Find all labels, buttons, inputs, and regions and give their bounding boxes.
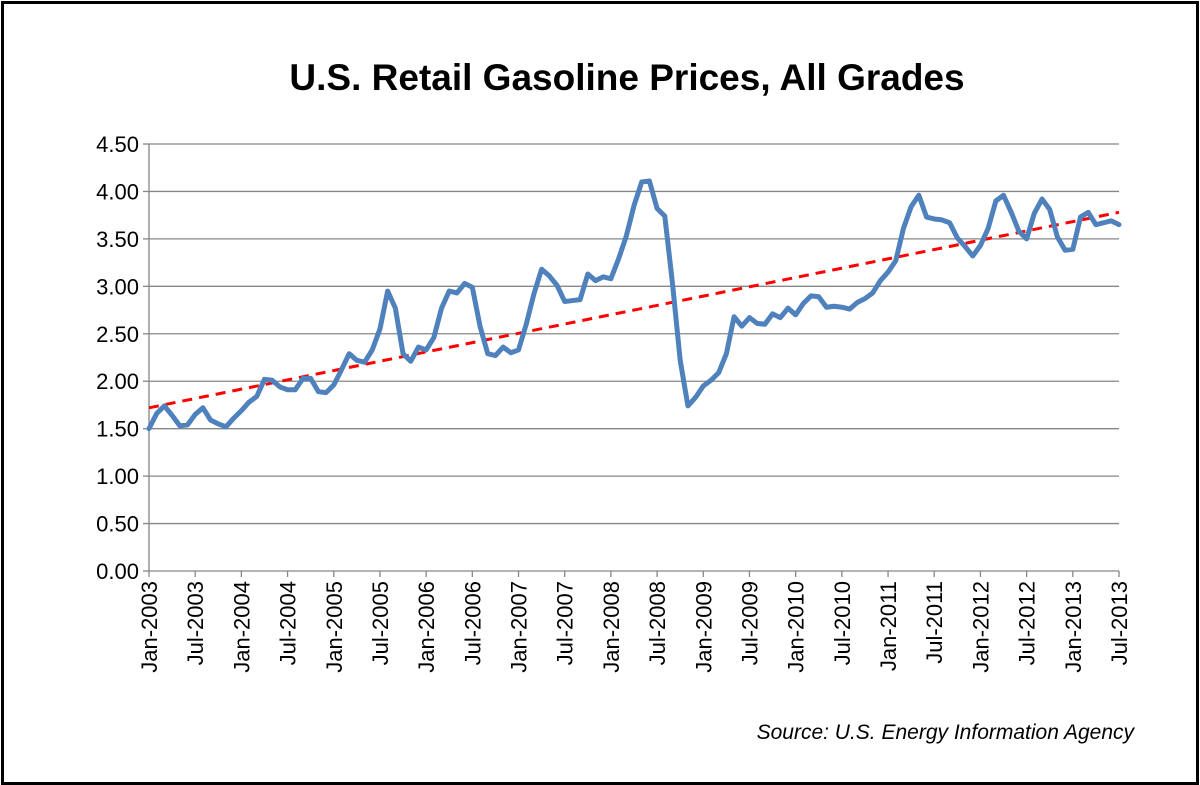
x-tick-label: Jan-2005 [322,581,347,673]
x-tick-labels: Jan-2003 Jul-2003 Jan-2004 Jul-2004 Jan-2005… [137,581,1132,673]
y-tick-label: 1.00 [96,464,139,489]
series-lines [146,178,1122,432]
y-tick-label: 4.50 [96,132,139,157]
x-tick-label: Jan-2012 [968,581,993,673]
source-note: Source: U.S. Energy Information Agency [757,721,1136,744]
x-tick-label: Jul-2003 [183,581,208,665]
y-tick-labels: 0.00 0.50 1.00 1.50 2.00 2.50 3.00 3.50 4.00 4.50 [96,132,139,584]
trend-line [148,210,1120,410]
x-tick-label: Jan-2010 [784,581,809,673]
y-tick-label: 0.50 [96,512,139,537]
x-tick-label: Jul-2004 [276,581,301,665]
axes [143,143,1120,577]
y-tick-label: 1.50 [96,417,139,442]
y-tick-label: 3.50 [96,227,139,252]
y-tick-label: 2.50 [96,322,139,347]
y-tick-label: 2.00 [96,369,139,394]
y-tick-label: 0.00 [96,559,139,584]
x-tick-label: Jul-2011 [922,581,947,664]
x-tick-label: Jul-2009 [737,581,762,665]
x-tick-label: Jul-2007 [553,581,578,665]
x-tick-label: Jul-2013 [1107,581,1132,665]
chart-area: U.S. Retail Gasoline Prices, All Grades … [96,57,1136,744]
x-tick-label: Jul-2010 [830,581,855,665]
x-tick-label: Jul-2012 [1015,581,1040,665]
y-tick-label: 3.00 [96,274,139,299]
price-series-line [146,178,1122,432]
x-tick-label: Jan-2003 [137,581,162,673]
x-tick-label: Jan-2004 [229,581,254,673]
x-tick-label: Jan-2011 [876,581,901,671]
x-tick-label: Jul-2008 [645,581,670,665]
x-tick-label: Jan-2008 [599,581,624,673]
x-tick-label: Jan-2007 [507,581,532,673]
x-tick-label: Jan-2013 [1061,581,1086,673]
chart-title: U.S. Retail Gasoline Prices, All Grades [289,57,964,98]
y-tick-label: 4.00 [96,179,139,204]
x-tick-label: Jan-2009 [691,581,716,673]
x-tick-label: Jul-2005 [368,581,393,665]
x-tick-label: Jan-2006 [414,581,439,673]
x-tick-label: Jul-2006 [460,581,485,665]
